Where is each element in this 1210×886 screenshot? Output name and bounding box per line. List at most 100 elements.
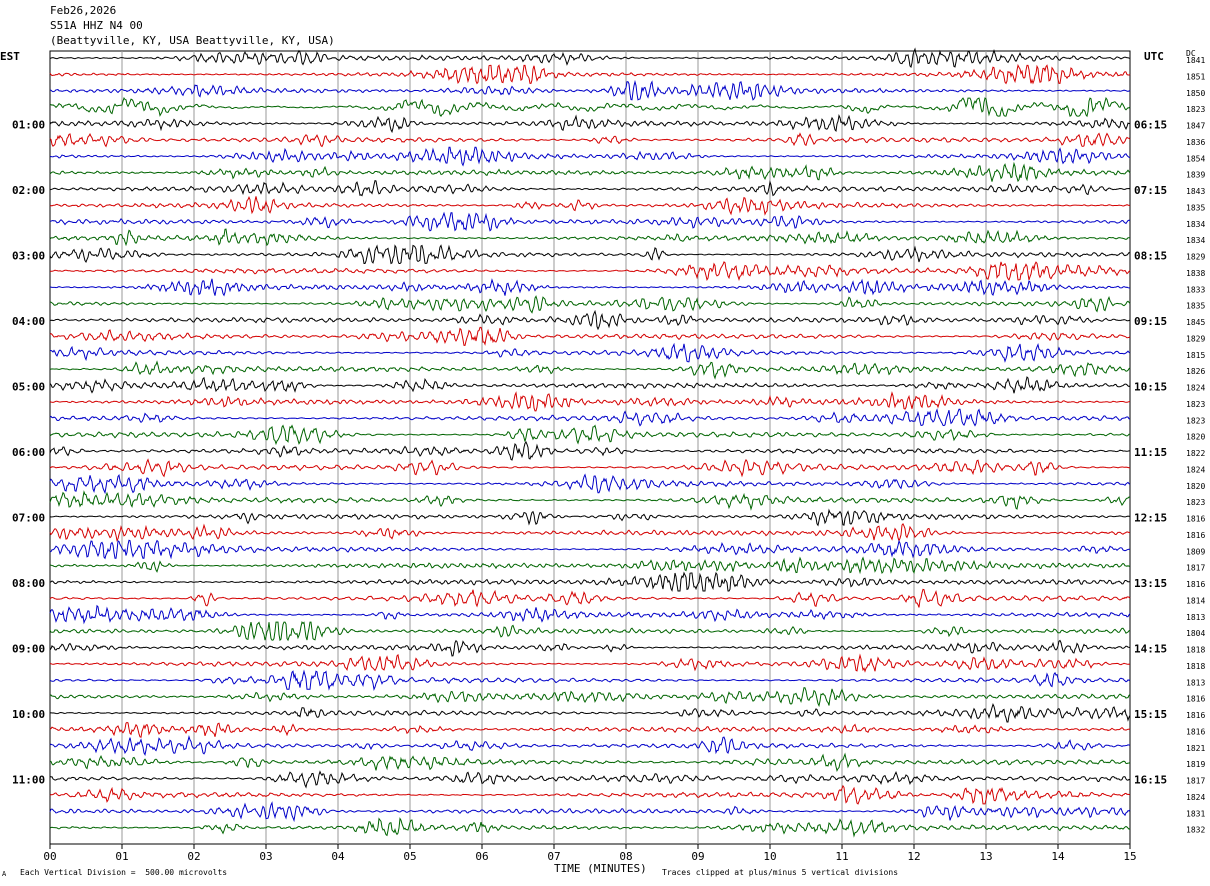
trace-row — [49, 801, 1131, 823]
trace-row — [49, 161, 1131, 183]
right-hour-label: 13:15 — [1134, 577, 1167, 590]
dc-offset-label: 1817 — [1186, 777, 1205, 786]
trace-row — [49, 376, 1131, 394]
trace-row — [49, 408, 1131, 427]
x-tick-label: 01 — [115, 850, 128, 863]
dc-offset-label: 1847 — [1186, 122, 1205, 131]
dc-offset-label: 1854 — [1186, 154, 1205, 163]
dc-offset-label: 1829 — [1186, 253, 1205, 262]
trace-row — [49, 539, 1130, 560]
dc-offset-label: 1823 — [1186, 498, 1205, 507]
right-hour-label: 08:15 — [1134, 250, 1167, 263]
dc-offset-label: 1835 — [1186, 203, 1205, 212]
trace-row — [49, 721, 1131, 738]
left-hour-label: 02:00 — [12, 184, 45, 197]
trace-row — [49, 179, 1131, 197]
right-hour-label: 10:15 — [1134, 381, 1167, 394]
dc-offset-label: 1834 — [1186, 236, 1205, 245]
trace-row — [49, 588, 1131, 608]
scale-note: Each Vertical Division = 500.00 microvol… — [20, 868, 228, 877]
trace-row — [49, 490, 1131, 511]
trace-row — [49, 556, 1131, 575]
trace-row — [49, 146, 1131, 167]
dc-offset-label: 1832 — [1186, 826, 1205, 835]
trace-row — [49, 424, 1130, 446]
right-hour-label: 11:15 — [1134, 446, 1167, 459]
x-tick-label: 00 — [43, 850, 56, 863]
station-location: (Beattyville, KY, USA Beattyville, KY, U… — [50, 34, 335, 47]
trace-row — [49, 244, 1131, 265]
clip-note: Traces clipped at plus/minus 5 vertical … — [662, 868, 899, 877]
x-tick-label: 12 — [907, 850, 920, 863]
dc-offset-label: 1850 — [1186, 89, 1205, 98]
left-hour-label: 03:00 — [12, 250, 45, 263]
dc-offset-label: 1841 — [1186, 56, 1205, 65]
dc-offset-label: 1824 — [1186, 793, 1205, 802]
dc-offset-label: 1833 — [1186, 285, 1205, 294]
dc-offset-label: 1822 — [1186, 449, 1205, 458]
trace-row — [49, 639, 1131, 657]
dc-offset-label: 1835 — [1186, 302, 1205, 311]
station-code: S51A HHZ N4 00 — [50, 19, 143, 32]
chart-date: Feb26,2026 — [50, 4, 117, 17]
x-tick-label: 05 — [403, 850, 416, 863]
trace-row — [49, 752, 1131, 773]
left-hour-label: 06:00 — [12, 446, 45, 459]
trace-row — [49, 653, 1131, 673]
dc-offset-label: 1820 — [1186, 433, 1205, 442]
trace-row — [49, 669, 1131, 691]
dc-offset-label: 1821 — [1186, 744, 1205, 753]
dc-offset-label: 1834 — [1186, 220, 1205, 229]
dc-offset-label: 1838 — [1186, 269, 1205, 278]
trace-row — [49, 604, 1131, 625]
x-tick-label: 04 — [331, 850, 345, 863]
dc-offset-label: 1816 — [1186, 711, 1205, 720]
dc-offset-label: 1816 — [1186, 531, 1205, 540]
trace-row — [49, 508, 1131, 527]
trace-row — [49, 113, 1131, 134]
dc-offset-label: 1823 — [1186, 400, 1205, 409]
dc-column-label: DC — [1186, 49, 1196, 58]
dc-offset-label: 1829 — [1186, 334, 1205, 343]
x-tick-label: 03 — [259, 850, 272, 863]
x-tick-label: 06 — [475, 850, 488, 863]
x-tick-label: 13 — [979, 850, 992, 863]
left-hour-label: 04:00 — [12, 315, 45, 328]
right-hour-label: 16:15 — [1134, 774, 1167, 787]
dc-offset-label: 1813 — [1186, 613, 1205, 622]
trace-row — [49, 326, 1131, 346]
left-hour-label: 05:00 — [12, 381, 45, 394]
trace-row — [49, 770, 1131, 789]
trace-row — [49, 295, 1131, 314]
dc-offset-label: 1814 — [1186, 596, 1205, 605]
dc-offset-label: 1817 — [1186, 564, 1205, 573]
left-hour-label: 01:00 — [12, 119, 45, 132]
left-timezone-label: EST — [0, 50, 20, 63]
trace-row — [49, 620, 1131, 642]
dc-offset-label: 1813 — [1186, 678, 1205, 687]
trace-row — [49, 703, 1131, 723]
right-hour-label: 12:15 — [1134, 512, 1167, 525]
left-hour-label: 08:00 — [12, 577, 45, 590]
trace-row — [50, 342, 1131, 363]
trace-row — [49, 735, 1131, 756]
trace-row — [49, 687, 1131, 708]
trace-row — [49, 571, 1131, 592]
trace-row — [49, 132, 1131, 148]
trace-row — [49, 278, 1131, 297]
trace-row — [49, 228, 1131, 247]
right-hour-label: 06:15 — [1134, 119, 1167, 132]
trace-row — [49, 96, 1131, 118]
x-tick-label: 08 — [619, 850, 632, 863]
left-hour-label: 09:00 — [12, 643, 45, 656]
right-hour-label: 09:15 — [1134, 315, 1167, 328]
trace-row — [49, 440, 1131, 461]
plot-frame — [49, 50, 1131, 845]
dc-offset-label: 1819 — [1186, 760, 1205, 769]
trace-row — [49, 309, 1131, 331]
right-timezone-label: UTC — [1144, 50, 1164, 63]
dc-offset-label: 1820 — [1186, 482, 1205, 491]
dc-offset-label: 1809 — [1186, 547, 1205, 556]
x-axis-title: TIME (MINUTES) — [554, 862, 647, 875]
left-hour-label: 11:00 — [12, 774, 45, 787]
